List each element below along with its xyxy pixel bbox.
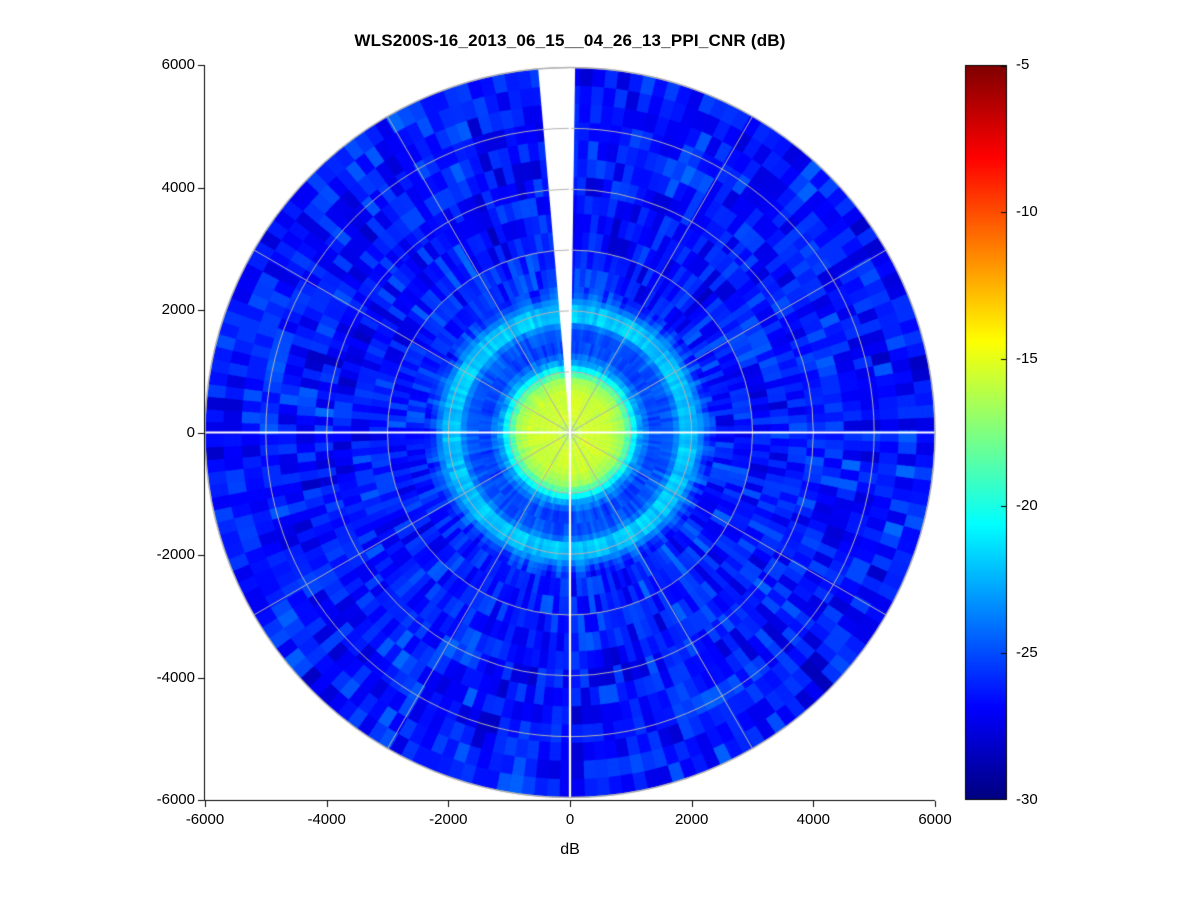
y-tick-label: 4000 [161,178,195,196]
colorbar-tick-label: -20 [1016,497,1038,514]
x-tick-label: -2000 [429,811,468,828]
colorbar-tick-label: -5 [1016,56,1030,73]
x-tick-label: 4000 [796,811,831,828]
chart-title: WLS200S-16_2013_06_15__04_26_13_PPI_CNR … [354,31,786,50]
y-tick-label: 0 [186,423,195,441]
colorbar-tick-label: -25 [1016,644,1038,661]
x-tick-label: -4000 [307,811,346,828]
colorbar-tick-label: -30 [1016,791,1038,808]
y-tick-label: -6000 [156,791,195,808]
x-tick-label: 6000 [918,811,952,828]
y-tick-label: 6000 [161,56,195,73]
y-tick-label: -4000 [156,668,195,686]
x-axis-label: dB [560,841,580,858]
colorbar-tick-label: -15 [1016,350,1038,367]
colorbar-tick-label: -10 [1016,203,1038,220]
x-tick-label: 0 [565,811,575,828]
y-tick-label: -2000 [156,546,195,563]
y-tick-label: 2000 [161,301,195,318]
x-tick-label: -6000 [185,811,225,828]
x-tick-label: 2000 [674,811,709,828]
